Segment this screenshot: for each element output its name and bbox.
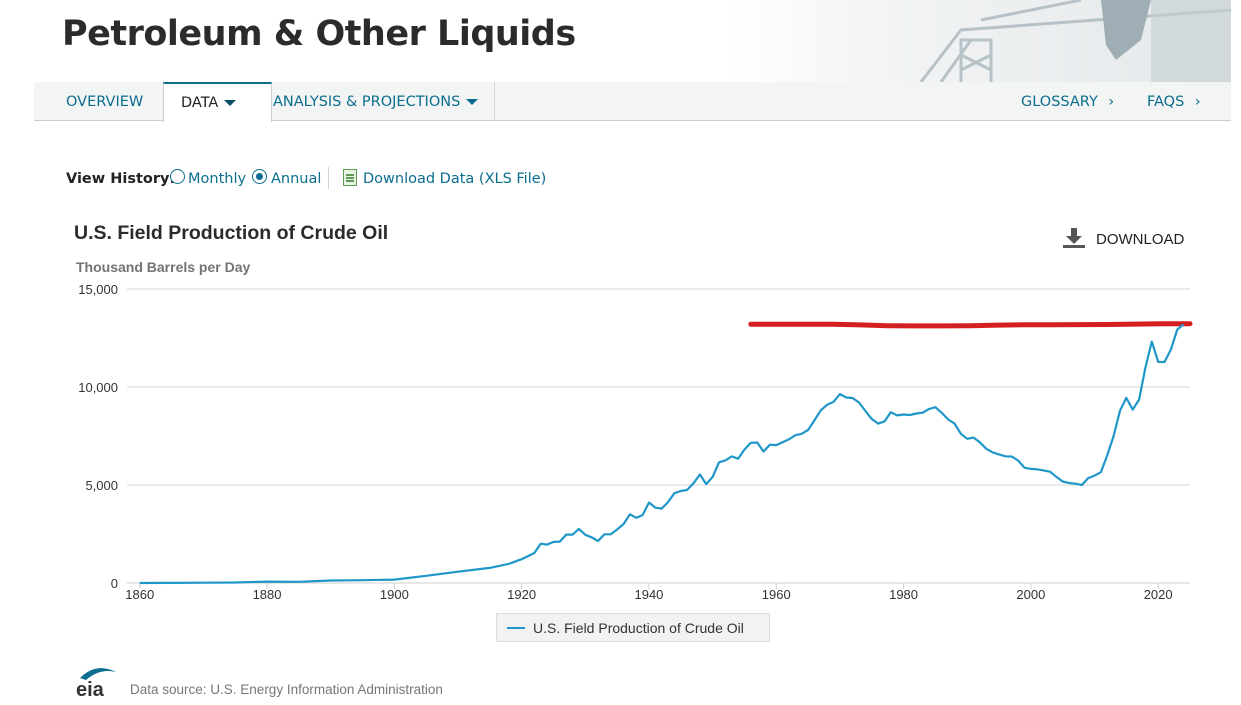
chevron-right-icon: › <box>1108 94 1115 110</box>
caret-down-icon <box>224 100 237 106</box>
nav-faqs[interactable]: FAQS › <box>1147 82 1201 120</box>
download-label: DOWNLOAD <box>1096 231 1185 248</box>
nav-analysis-projections[interactable]: ANALYSIS & PROJECTIONS <box>273 82 479 120</box>
eia-logo-text: eia <box>76 679 105 700</box>
top-nav: OVERVIEW DATA ANALYSIS & PROJECTIONS GLO… <box>34 82 1231 122</box>
series-line-crude-oil <box>139 323 1185 585</box>
option-annual-label[interactable]: Annual <box>271 171 322 187</box>
nav-divider <box>494 82 495 120</box>
download-xls-link[interactable]: Download Data (XLS File) <box>363 171 547 187</box>
y-tick-label: 0 <box>111 576 118 591</box>
chart-legend[interactable]: U.S. Field Production of Crude Oil <box>496 613 770 642</box>
annotation-red-line <box>748 321 1193 329</box>
y-tick-label: 15,000 <box>78 282 118 297</box>
nav-glossary[interactable]: GLOSSARY › <box>1021 82 1114 120</box>
nav-analysis-label: ANALYSIS & PROJECTIONS <box>273 94 461 110</box>
option-monthly-label[interactable]: Monthly <box>188 171 247 187</box>
chevron-right-icon: › <box>1194 94 1201 110</box>
y-tick-label: 5,000 <box>85 478 118 493</box>
x-tick-label: 2000 <box>1016 587 1045 602</box>
x-tick-label: 2020 <box>1144 587 1173 602</box>
view-history-label: View History: <box>66 171 176 187</box>
radio-annual[interactable] <box>252 169 267 184</box>
data-source: Data source: U.S. Energy Information Adm… <box>130 682 443 697</box>
oil-rig-illustration <box>919 0 1231 82</box>
caret-down-icon <box>466 99 479 105</box>
download-icon <box>1063 228 1085 248</box>
nav-glossary-label: GLOSSARY <box>1021 94 1098 110</box>
nav-data[interactable]: DATA <box>163 82 272 122</box>
x-tick-label: 1980 <box>889 587 918 602</box>
eia-logo: eia <box>76 668 116 700</box>
nav-overview[interactable]: OVERVIEW <box>66 94 144 110</box>
y-tick-label: 10,000 <box>78 380 118 395</box>
x-tick-label: 1940 <box>634 587 663 602</box>
legend-label: U.S. Field Production of Crude Oil <box>533 620 744 636</box>
nav-faqs-label: FAQS <box>1147 94 1185 110</box>
grid-lines <box>127 288 1190 486</box>
legend-swatch <box>507 627 525 629</box>
page-title: Petroleum & Other Liquids <box>62 14 576 54</box>
chart-title: U.S. Field Production of Crude Oil <box>74 222 389 244</box>
spreadsheet-icon <box>343 169 357 186</box>
x-tick-label: 1960 <box>762 587 791 602</box>
y-axis-ticks: 0 5,000 10,000 15,000 <box>78 282 118 591</box>
page-header: Petroleum & Other Liquids <box>34 0 1231 82</box>
x-tick-label: 1880 <box>253 587 282 602</box>
x-tick-label: 1860 <box>125 587 154 602</box>
divider <box>328 167 329 189</box>
x-axis-ticks: 1860 1880 1900 1920 1940 1960 1980 2000 2020 <box>125 583 1173 602</box>
x-tick-label: 1920 <box>507 587 536 602</box>
radio-monthly[interactable] <box>170 169 185 184</box>
nav-data-label: DATA <box>181 95 219 111</box>
chart-units: Thousand Barrels per Day <box>76 259 251 275</box>
x-tick-label: 1900 <box>380 587 409 602</box>
